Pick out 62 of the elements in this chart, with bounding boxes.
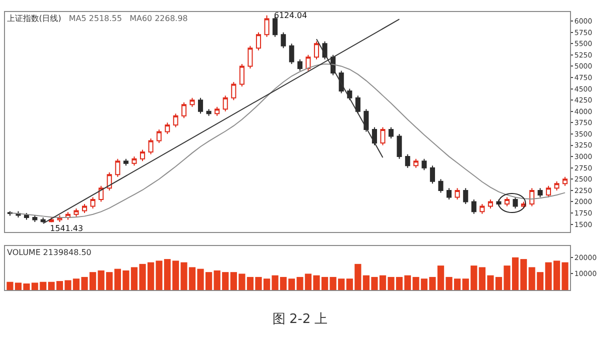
candlestick [123, 158, 128, 166]
candlestick [438, 178, 444, 194]
candlestick [562, 176, 568, 186]
candlestick [248, 45, 253, 69]
candlestick [164, 122, 170, 134]
candlestick [231, 82, 236, 101]
candlestick [446, 188, 452, 200]
candlestick [140, 149, 146, 162]
candlestick [173, 113, 178, 128]
candlestick [222, 95, 228, 112]
candlestick [206, 108, 212, 116]
candlestick [355, 95, 360, 114]
candlestick [256, 32, 262, 51]
candlestick [364, 108, 369, 132]
candlestick [24, 212, 30, 220]
caption: 图 2-2 上 [271, 311, 329, 328]
candlestick [504, 196, 510, 207]
chart-title: VOLUME 2139848.50 [7, 248, 92, 257]
candlestick [181, 102, 186, 119]
candlestick [422, 158, 427, 171]
chart-title: 上证指数(日线) [7, 14, 62, 23]
candlestick [289, 43, 294, 64]
annotation: 1541.43 [50, 224, 84, 233]
chart-subtitle: MA5 2518.55 MA60 2268.98 [68, 14, 188, 23]
candlestick [90, 196, 96, 210]
candlestick [380, 126, 386, 146]
candlestick [98, 185, 104, 202]
candlestick [538, 188, 543, 198]
candlestick [239, 63, 244, 88]
candlestick [156, 128, 162, 144]
candlestick [554, 180, 560, 191]
candlestick [82, 203, 88, 214]
candlestick [396, 133, 402, 160]
candlestick [388, 126, 394, 139]
candlestick [198, 97, 204, 114]
candlestick [488, 198, 493, 210]
candlestick [280, 32, 286, 49]
candlestick [512, 196, 518, 210]
candlestick [74, 208, 79, 218]
candlestick [132, 156, 137, 166]
candlestick [306, 54, 311, 72]
candlestick [264, 14, 270, 38]
candlestick [471, 198, 476, 214]
candlestick [314, 40, 320, 60]
candlestick [413, 158, 418, 168]
candlestick [546, 185, 551, 198]
candlestick [148, 138, 154, 155]
candlestick [372, 126, 378, 146]
line-series [9, 63, 566, 218]
candlestick [405, 154, 410, 168]
candlestick [454, 188, 460, 200]
candlestick [430, 165, 436, 184]
candlestick [214, 106, 220, 116]
candlestick [529, 188, 534, 207]
annotation: 6124.04 [274, 11, 308, 20]
candlestick [32, 214, 38, 223]
candlestick [480, 203, 485, 214]
candlestick [115, 158, 120, 178]
candlestick [463, 188, 468, 204]
candlestick [106, 172, 112, 191]
candlestick [190, 97, 195, 108]
candlestick [297, 58, 302, 72]
